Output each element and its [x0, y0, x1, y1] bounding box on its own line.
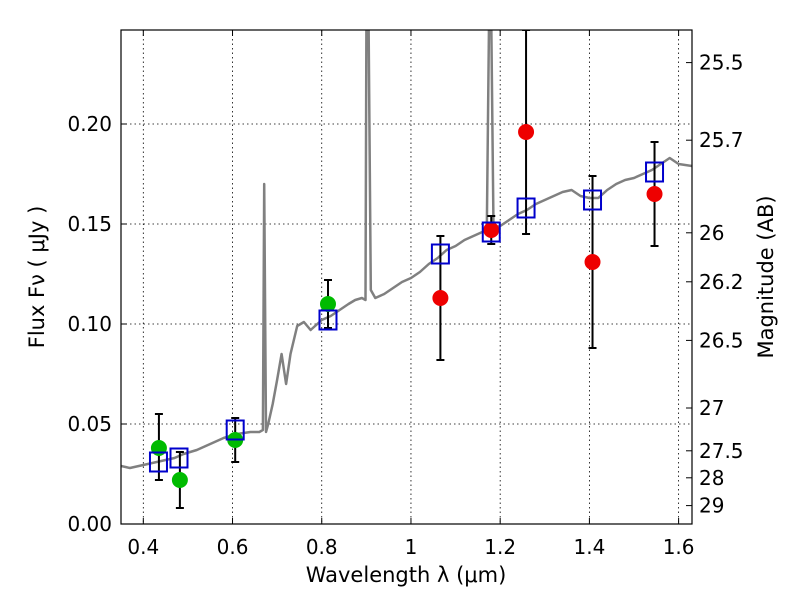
y-tick-label: 0.20 [67, 112, 112, 136]
right-tick-label: 28 [699, 466, 724, 490]
red-data-point [646, 186, 663, 202]
red-data-point [518, 124, 535, 140]
red-data-point [432, 290, 449, 306]
model-box-marker [169, 447, 189, 469]
model-spectrum-line [121, 30, 692, 470]
model-box-marker [516, 197, 536, 219]
model-box-marker [583, 189, 603, 211]
x-tick-label: 1 [405, 535, 418, 559]
x-tick-label: 0.6 [217, 535, 249, 559]
tick-labels: 0.4 0.6 0.8 1 1.2 1.4 1.6 0.00 0.05 0.10 0.15 0.20 2… [67, 51, 743, 559]
right-tick-label: 26 [699, 221, 724, 245]
y-tick-label: 0.00 [67, 512, 112, 536]
right-tick-label: 27.5 [699, 439, 744, 463]
model-box-marker [481, 221, 501, 243]
plot-area [121, 30, 692, 509]
model-box-marker [645, 161, 665, 183]
model-box-marker [430, 243, 450, 265]
plot-frame [120, 29, 693, 525]
x-tick-label: 1.4 [573, 535, 605, 559]
model-box-marker [225, 419, 245, 441]
y-right-axis-label: Magnitude (AB) [754, 195, 778, 358]
model-box-marker [148, 451, 168, 473]
right-tick-label: 25.7 [699, 128, 744, 152]
grid-lines [121, 30, 692, 525]
y-axis-label: Flux Fν ( μJy ) [25, 206, 49, 349]
model-photometry-boxes [148, 161, 665, 473]
y-tick-label: 0.10 [67, 312, 112, 336]
x-tick-label: 0.4 [127, 535, 159, 559]
right-tick-label: 26.2 [699, 270, 744, 294]
right-tick-label: 26.5 [699, 328, 744, 352]
right-tick-label: 25.5 [699, 51, 744, 75]
x-tick-label: 0.8 [306, 535, 338, 559]
x-axis-label: Wavelength λ (μm) [306, 563, 507, 587]
x-tick-label: 1.2 [484, 535, 516, 559]
data-points [150, 124, 663, 488]
axis-ticks [121, 30, 692, 525]
y-tick-label: 0.05 [67, 412, 112, 436]
red-data-point [483, 222, 500, 238]
x-tick-label: 1.6 [663, 535, 695, 559]
right-tick-label: 29 [699, 494, 724, 518]
red-data-point [584, 254, 601, 270]
right-tick-label: 27 [699, 396, 724, 420]
y-tick-label: 0.15 [67, 212, 112, 236]
green-data-point [171, 472, 188, 488]
model-box-marker [318, 309, 338, 331]
green-data-point [319, 296, 336, 312]
